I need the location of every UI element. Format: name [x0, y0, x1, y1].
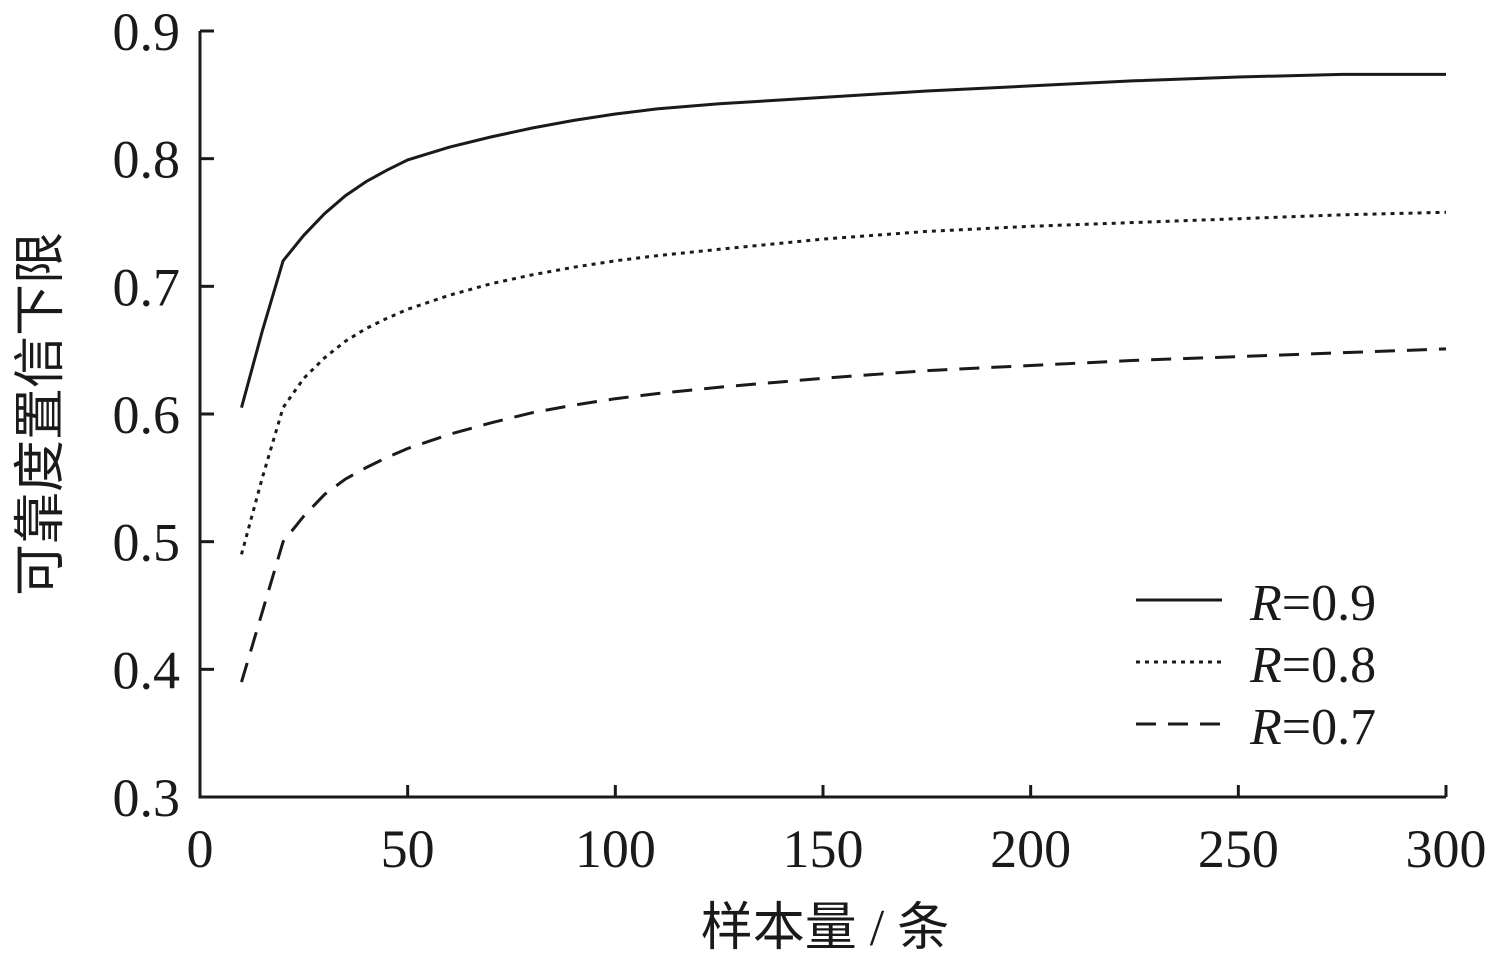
legend-label-value: =0.9 — [1282, 575, 1376, 632]
x-tick-label: 300 — [1406, 819, 1487, 879]
y-tick-label: 0.8 — [113, 130, 181, 190]
x-tick-label: 0 — [187, 819, 214, 879]
plot-series — [240, 72, 1447, 683]
y-tick-label: 0.9 — [113, 2, 181, 62]
legend-label: R=0.7 — [1249, 699, 1376, 756]
y-tick-label: 0.3 — [113, 768, 181, 828]
legend-label-value: =0.8 — [1282, 637, 1376, 694]
legend-label: R=0.9 — [1249, 575, 1376, 632]
legend-label-variable: R — [1249, 699, 1282, 756]
series-line-r-0-8 — [240, 210, 1447, 555]
x-tick-label: 100 — [575, 819, 656, 879]
y-axis-title: 可靠度置信下限 — [13, 232, 70, 596]
y-tick-label: 0.5 — [113, 513, 181, 573]
x-tick-label: 150 — [783, 819, 864, 879]
legend-label: R=0.8 — [1249, 637, 1376, 694]
y-axis-ticks: 0.3 0.4 0.5 0.6 0.7 0.8 0.9 — [113, 2, 214, 828]
legend-label-value: =0.7 — [1282, 699, 1376, 756]
legend-label-variable: R — [1249, 637, 1282, 694]
legend-label-variable: R — [1249, 575, 1282, 632]
series-line-r-0-9 — [240, 72, 1446, 408]
y-tick-label: 0.4 — [113, 640, 181, 700]
x-axis-ticks: 0 50 100 150 200 250 300 — [187, 785, 1487, 879]
y-tick-label: 0.7 — [113, 257, 181, 317]
series-line-r-0-7 — [240, 347, 1447, 683]
legend: R=0.9R=0.8R=0.7 — [1136, 575, 1376, 756]
x-tick-label: 50 — [381, 819, 435, 879]
x-tick-label: 200 — [990, 819, 1071, 879]
x-tick-label: 250 — [1198, 819, 1279, 879]
y-tick-label: 0.6 — [113, 385, 181, 445]
x-axis-title: 样本量 / 条 — [701, 900, 949, 957]
